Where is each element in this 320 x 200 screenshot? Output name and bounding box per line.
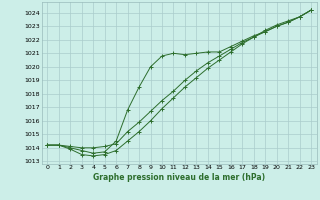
X-axis label: Graphe pression niveau de la mer (hPa): Graphe pression niveau de la mer (hPa) <box>93 173 265 182</box>
